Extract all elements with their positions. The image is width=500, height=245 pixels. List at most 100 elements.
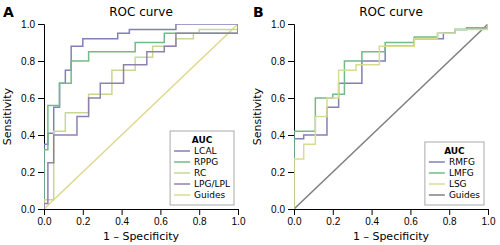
tick: 1.0 — [271, 19, 294, 30]
tick-label: 0.0 — [271, 204, 285, 215]
legend-item: Guides — [174, 190, 225, 200]
legend-frame — [425, 142, 484, 205]
tick-label: 0.2 — [271, 167, 285, 178]
legend-item: RPPG — [174, 157, 218, 167]
legend-title: AUC — [192, 135, 213, 145]
tick: 0.2 — [326, 209, 340, 227]
legend-swatch — [174, 161, 190, 163]
tick: 0.0 — [271, 204, 294, 215]
legend-label: LSG — [449, 179, 467, 189]
tick-label: 0.8 — [21, 56, 35, 67]
legend-item: Guides — [429, 190, 480, 200]
tick-mark — [160, 209, 161, 215]
legend-label: LMFG — [449, 168, 474, 178]
panel-label: B — [253, 4, 264, 20]
legend-title: AUC — [444, 146, 465, 156]
tick-label: 0.2 — [326, 216, 340, 227]
tick-mark — [288, 24, 294, 25]
tick: 0.6 — [154, 209, 168, 227]
axis-line — [45, 210, 239, 216]
tick-mark — [38, 24, 44, 25]
chart-svg: 0.0 0.2 0.4 0.6 0.8 1.0 0.0 0.2 0.4 0.6 0.8 1.0 ROC … — [0, 0, 500, 245]
tick-mark — [38, 172, 44, 173]
axis-line — [38, 25, 45, 210]
tick-mark — [372, 209, 373, 215]
legend-swatch — [429, 172, 445, 174]
tick: 1.0 — [232, 209, 246, 227]
tick-label: 0.8 — [443, 216, 457, 227]
series-line — [294, 24, 488, 209]
tick-label: 0.4 — [115, 216, 129, 227]
tick: 1.0 — [21, 19, 44, 30]
tick-mark — [449, 209, 450, 215]
y-axis-title: Sensitivity — [251, 87, 264, 145]
y-axis: 0.00.20.40.60.81.0 — [21, 19, 44, 215]
legend-swatch — [174, 150, 190, 152]
legend-item: LCAL — [174, 146, 216, 156]
tick-label: 0.2 — [21, 167, 35, 178]
series-line — [44, 24, 238, 209]
legend-swatch — [174, 194, 190, 196]
tick-mark — [288, 209, 294, 210]
tick-label: 0.8 — [193, 216, 207, 227]
legend-item: RC — [174, 168, 206, 178]
legend-label: Guides — [194, 190, 225, 200]
panel-label: A — [3, 4, 14, 20]
tick-mark — [199, 209, 200, 215]
legend-label: RC — [194, 168, 206, 178]
series-line — [294, 24, 488, 209]
tick: 0.6 — [271, 93, 294, 104]
legend-label: Guides — [449, 190, 480, 200]
x-axis: 0.0 0.2 0.4 0.6 0.8 1.0 — [288, 209, 496, 227]
chart-title: ROC curve — [109, 5, 173, 19]
tick-mark — [83, 209, 84, 215]
panel: 0.0 0.2 0.4 0.6 0.8 1.0 0.0 0.2 0.4 0.6 0.8 1.0 ROC … — [251, 4, 496, 243]
tick-label: 0.6 — [154, 216, 168, 227]
tick-label: 0.4 — [365, 216, 379, 227]
axis-line — [295, 210, 489, 216]
tick-mark — [333, 209, 334, 215]
tick-label: 0.6 — [271, 93, 285, 104]
tick: 0.0 — [38, 209, 52, 227]
legend-item: LPG/LPL — [174, 179, 230, 189]
series-line — [44, 24, 238, 209]
tick-label: 0.0 — [288, 216, 302, 227]
tick-mark — [288, 135, 294, 136]
tick: 0.8 — [443, 209, 457, 227]
tick-label: 1.0 — [21, 19, 35, 30]
legend-label: RMFG — [449, 157, 475, 167]
tick: 0.6 — [404, 209, 418, 227]
tick: 0.4 — [271, 130, 294, 141]
tick-mark — [238, 209, 239, 215]
legend-label: LPG/LPL — [194, 179, 230, 189]
series-line — [294, 24, 488, 209]
tick-label: 0.2 — [76, 216, 90, 227]
tick-mark — [38, 98, 44, 99]
tick-label: 1.0 — [232, 216, 246, 227]
x-axis: 0.0 0.2 0.4 0.6 0.8 1.0 — [38, 209, 246, 227]
chart-title: ROC curve — [359, 5, 423, 19]
tick-mark — [38, 209, 44, 210]
legend-swatch — [429, 183, 445, 185]
legend-swatch — [429, 161, 445, 163]
tick-mark — [122, 209, 123, 215]
tick-mark — [488, 209, 489, 215]
legend-item: LMFG — [429, 168, 474, 178]
tick: 0.6 — [21, 93, 44, 104]
series-line — [44, 24, 238, 209]
legend-label: RPPG — [194, 157, 218, 167]
tick: 0.4 — [365, 209, 379, 227]
tick: 0.4 — [115, 209, 129, 227]
tick: 1.0 — [482, 209, 496, 227]
plot-area — [294, 24, 488, 209]
tick: 0.2 — [76, 209, 90, 227]
tick-label: 1.0 — [271, 19, 285, 30]
legend-item: LSG — [429, 179, 467, 189]
tick: 0.8 — [271, 56, 294, 67]
legend-swatch — [174, 172, 190, 174]
tick: 0.2 — [271, 167, 294, 178]
tick: 0.0 — [21, 204, 44, 215]
tick-mark — [288, 172, 294, 173]
tick-mark — [38, 61, 44, 62]
tick: 0.8 — [193, 209, 207, 227]
